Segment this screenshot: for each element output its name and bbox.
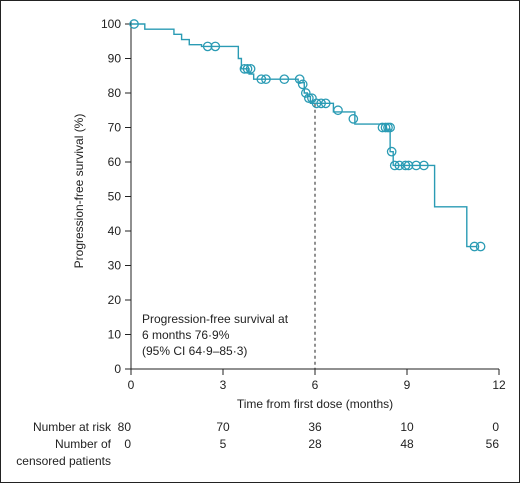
y-tick-label: 100	[101, 17, 121, 31]
censor-mark	[297, 79, 308, 90]
y-tick: 40	[108, 224, 131, 238]
annotation-line-2: 6 months 76·9%	[142, 328, 230, 342]
censor-mark	[389, 160, 400, 171]
censored-value: 56	[486, 437, 500, 451]
censor-mark	[311, 98, 322, 109]
y-tick: 20	[108, 293, 131, 307]
y-tick-label: 10	[108, 328, 122, 342]
y-tick: 90	[108, 52, 131, 66]
censor-mark	[469, 241, 480, 252]
y-tick-label: 90	[108, 52, 122, 66]
censor-mark	[377, 122, 388, 133]
censored-value: 48	[400, 437, 414, 451]
censored-row-label: Number of	[55, 437, 112, 451]
y-tick: 50	[108, 190, 131, 204]
censor-mark	[348, 114, 359, 124]
censor-mark	[316, 98, 326, 109]
censored-value: 0	[124, 437, 131, 451]
y-tick-label: 70	[108, 121, 122, 135]
censor-mark	[419, 160, 429, 171]
y-tick: 60	[108, 155, 131, 169]
censor-mark	[239, 63, 250, 74]
censor-mark	[261, 74, 271, 85]
censor-mark	[300, 88, 311, 98]
risk-value: 80	[118, 420, 132, 434]
censor-mark	[294, 74, 305, 85]
x-tick: 12	[492, 369, 506, 392]
y-tick-label: 20	[108, 293, 122, 307]
censor-mark	[333, 105, 343, 116]
censor-mark	[202, 41, 213, 52]
x-tick: 3	[220, 369, 227, 392]
x-tick-label: 0	[128, 378, 135, 392]
censor-marks	[129, 19, 486, 252]
y-tick-label: 60	[108, 155, 122, 169]
censor-mark	[242, 63, 253, 74]
censor-mark	[210, 41, 221, 52]
pfs-annotation: Progression-free survival at 6 months 76…	[142, 312, 289, 358]
censor-mark	[400, 160, 411, 171]
risk-value: 36	[308, 420, 322, 434]
risk-value: 70	[216, 420, 230, 434]
censor-mark	[129, 19, 139, 29]
censored-value: 28	[308, 437, 322, 451]
y-tick-label: 0	[114, 362, 121, 376]
censor-mark	[475, 241, 486, 252]
annotation-line-3: (95% CI 64·9–85·3)	[142, 344, 247, 358]
x-tick-label: 3	[220, 378, 227, 392]
censor-mark	[386, 146, 397, 157]
risk-table: Number at risk 80 70 36 10 0 Number of c…	[16, 420, 499, 468]
x-tick-label: 6	[312, 378, 319, 392]
y-ticks: 0 10 20 30 40 50 60 70 80 90 100	[101, 17, 131, 376]
x-tick: 6	[312, 369, 319, 392]
y-tick: 0	[114, 362, 131, 376]
censor-mark	[380, 122, 391, 133]
censor-mark	[256, 74, 267, 85]
y-tick: 30	[108, 259, 131, 273]
x-tick: 0	[128, 369, 135, 392]
y-tick: 10	[108, 328, 131, 342]
censor-mark	[304, 93, 314, 104]
y-tick: 70	[108, 121, 131, 135]
y-tick: 100	[101, 17, 131, 31]
censored-row-label-2: censored patients	[16, 454, 111, 468]
survival-curve	[131, 23, 478, 248]
y-tick: 80	[108, 86, 131, 100]
x-tick: 9	[404, 369, 411, 392]
censor-mark	[320, 98, 331, 109]
censor-mark	[394, 160, 405, 171]
risk-value: 0	[492, 420, 499, 434]
censor-mark	[245, 63, 256, 74]
y-tick-label: 50	[108, 190, 122, 204]
y-tick-label: 40	[108, 224, 122, 238]
y-tick-label: 80	[108, 86, 122, 100]
x-tick-label: 9	[404, 378, 411, 392]
annotation-line-1: Progression-free survival at	[142, 312, 289, 326]
y-axis-title: Progression-free survival (%)	[72, 114, 86, 269]
censor-mark	[385, 122, 395, 133]
censor-mark	[411, 160, 422, 171]
censor-mark	[403, 160, 414, 171]
censored-value: 5	[220, 437, 227, 451]
x-ticks: 0 3 6 9 12	[128, 369, 506, 392]
x-axis-title: Time from first dose (months)	[237, 397, 393, 411]
x-tick-label: 12	[492, 378, 506, 392]
risk-row-label: Number at risk	[33, 420, 112, 434]
risk-value: 10	[400, 420, 414, 434]
censor-mark	[279, 74, 290, 85]
y-tick-label: 30	[108, 259, 122, 273]
